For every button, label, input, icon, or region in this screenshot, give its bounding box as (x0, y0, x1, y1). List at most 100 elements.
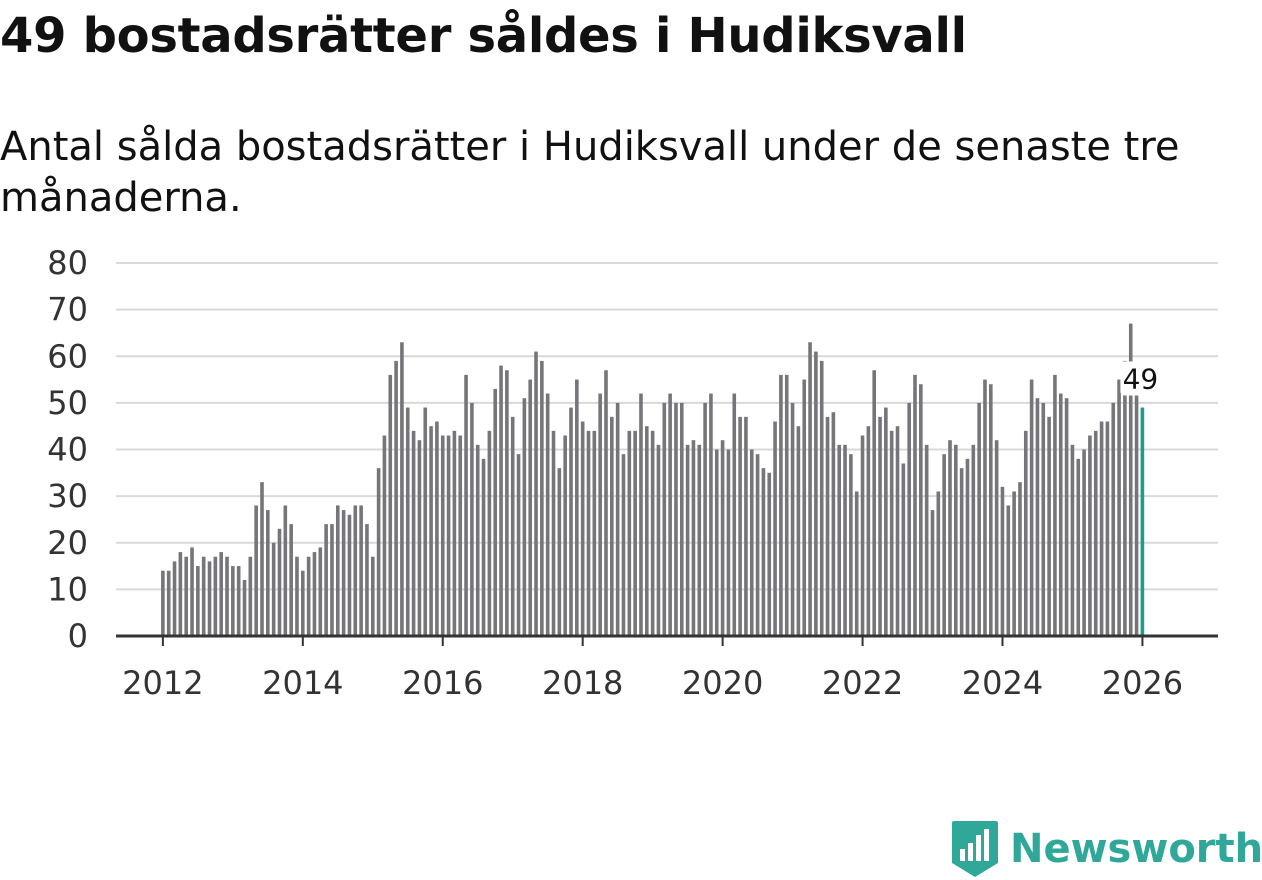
bar (726, 449, 731, 636)
bar (1082, 449, 1086, 636)
bar (744, 416, 748, 636)
bar (301, 570, 305, 636)
bar (610, 416, 614, 636)
bar (365, 524, 369, 636)
bar (207, 561, 212, 636)
bar (540, 360, 544, 636)
bar (283, 505, 288, 636)
bar (615, 402, 620, 637)
bar (341, 510, 346, 636)
bar (505, 370, 509, 636)
bar (1047, 416, 1051, 636)
bar (604, 370, 608, 636)
bar (965, 458, 970, 636)
bar (994, 440, 999, 636)
bar (347, 514, 352, 636)
bar (231, 566, 235, 636)
bar (662, 402, 667, 637)
bar (172, 561, 177, 636)
bar (1128, 323, 1133, 636)
bar (860, 435, 865, 636)
bar (1018, 482, 1022, 636)
y-tick-label: 0 (68, 617, 88, 655)
highlighted-bar (1140, 407, 1145, 636)
x-tick-label: 2014 (262, 664, 343, 702)
bar (779, 374, 783, 636)
bar (563, 435, 567, 636)
bar (470, 402, 474, 637)
bar (755, 454, 760, 636)
bar (201, 556, 206, 636)
bar (1053, 374, 1057, 636)
bar (1000, 486, 1005, 636)
newsworthy-logo: Newsworthy (950, 818, 1262, 880)
bar (190, 547, 194, 636)
bar (423, 407, 428, 636)
bar (849, 454, 853, 636)
bar (854, 491, 859, 636)
bar (954, 444, 958, 636)
bar (907, 402, 911, 637)
bar (884, 407, 888, 636)
axes: 0 10 20 30 40 50 60 70 80 49 2012 2014 2016 2018 2020 2… (47, 244, 1218, 702)
gridlines (116, 262, 1218, 591)
bar (213, 556, 218, 636)
bar (761, 468, 766, 636)
y-tick-label: 30 (47, 477, 88, 515)
bar (983, 379, 987, 636)
chart-subtitle: Antal sålda bostadsrätter i Hudiksvall u… (0, 124, 1180, 221)
x-tick-label: 2026 (1102, 664, 1183, 702)
bar (575, 379, 579, 636)
newsworthy-logo-text: Newsworthy (1010, 826, 1262, 872)
x-tick-label: 2018 (542, 664, 623, 702)
bar (1099, 421, 1104, 636)
bar (819, 360, 824, 636)
bar (1070, 444, 1075, 636)
bar (219, 552, 223, 636)
bar (236, 566, 241, 636)
bar (353, 505, 358, 636)
bar (400, 342, 404, 636)
bar (913, 374, 917, 636)
bar (738, 416, 742, 636)
bar (790, 402, 795, 637)
bar (295, 556, 299, 636)
bar (260, 482, 264, 636)
bar (528, 379, 532, 636)
bar (312, 552, 317, 636)
bar (586, 430, 591, 636)
bar (487, 430, 492, 636)
bar (767, 472, 772, 636)
bar (516, 454, 521, 636)
chart-title: 49 bostadsrätter såldes i Hudiksvall (0, 8, 967, 64)
bar (668, 393, 672, 636)
x-tick-label: 2012 (122, 664, 203, 702)
bar (254, 505, 258, 636)
bar (866, 426, 871, 636)
data-label: 49 (1123, 363, 1159, 396)
bar (930, 510, 935, 636)
bar (411, 430, 416, 636)
bar (627, 430, 632, 636)
bar (1076, 458, 1081, 636)
bar (709, 393, 713, 636)
bar (1023, 430, 1028, 636)
bar (621, 454, 626, 636)
bar (266, 510, 270, 636)
bar (814, 351, 818, 636)
bar (522, 398, 527, 636)
bar (510, 416, 515, 636)
bar (359, 505, 363, 636)
bar (330, 524, 334, 636)
y-tick-label: 70 (47, 291, 88, 329)
bar (196, 566, 200, 636)
x-tick-label: 2024 (962, 664, 1043, 702)
bar (936, 491, 941, 636)
bar (435, 421, 439, 636)
y-tick-label: 80 (47, 244, 88, 282)
bar (919, 384, 923, 636)
bar (773, 421, 777, 636)
bar (1012, 491, 1016, 636)
bar (808, 342, 812, 636)
bar (464, 374, 468, 636)
